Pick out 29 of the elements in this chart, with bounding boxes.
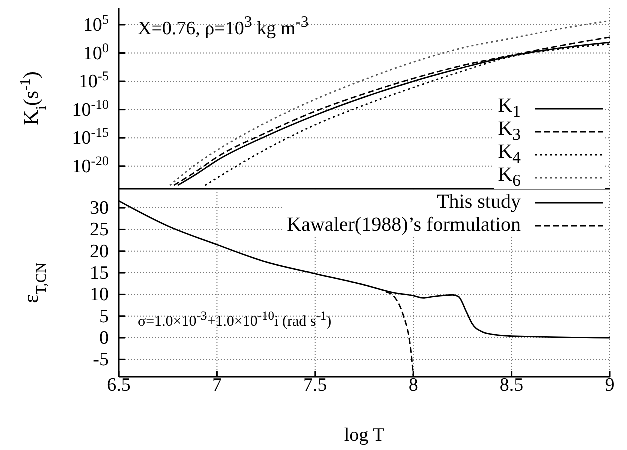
x-tick-label: 7 [212, 375, 222, 396]
y-tick-label: 10$^{0}$ [83, 40, 110, 64]
y-tick-label: -5 [93, 350, 109, 371]
y-tick-label: 20 [90, 241, 109, 262]
legend-label: K$_{6}$ [498, 164, 521, 192]
y-tick-label: 5 [100, 306, 109, 328]
x-tick-label: 6.5 [107, 375, 131, 396]
y-tick-label: 10$^{5}$ [83, 11, 110, 36]
legend-label: This study [437, 191, 521, 214]
y-tick-label: 30 [90, 198, 109, 220]
annotation: X=0.76, ρ=10$^{3}$ kg m$^{-3}$ [138, 14, 309, 40]
y-tick-label: 10 [90, 284, 109, 306]
x-tick-label: 7.5 [304, 375, 328, 396]
x-tick-label: 8 [408, 375, 418, 396]
x-axis-title: log T [344, 425, 386, 446]
y-tick-label: 15 [90, 263, 109, 284]
annotation: σ=1.0×10$^{-3}$+1.0×10$^{-10}$i (rad s$^{-1}$) [138, 309, 332, 331]
legend-label: Kawaler(1988)’s formulation [287, 214, 521, 237]
x-tick-label: 8.5 [500, 375, 524, 396]
legend-label: K$_{1}$ [498, 94, 521, 120]
y-tick-label: 0 [100, 328, 109, 350]
y-tick-label: 25 [90, 220, 109, 241]
legend-label: K$_{4}$ [498, 140, 521, 166]
x-tick-label: 9 [605, 375, 615, 396]
legend-label: K$_{3}$ [498, 118, 521, 144]
y-tick-label: 10$^{-10}$ [72, 96, 110, 121]
y-tick-label: 10$^{-15}$ [72, 124, 110, 150]
y-tick-label: 10$^{-5}$ [78, 68, 110, 93]
y-tick-label: 10$^{-20}$ [72, 152, 110, 178]
